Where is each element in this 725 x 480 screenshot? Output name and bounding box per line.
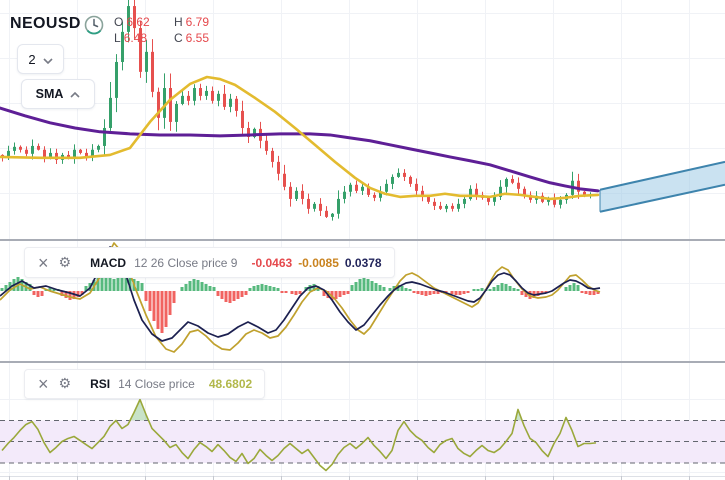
rsi-params: 14 Close price <box>118 377 195 391</box>
close-label: C <box>174 31 183 45</box>
clock-icon[interactable] <box>82 13 106 37</box>
gear-icon[interactable]: ⚙ <box>58 376 72 392</box>
interval-value: 2 <box>28 51 36 67</box>
low-readout: L 6.48 <box>114 30 150 46</box>
low-label: L <box>114 31 121 45</box>
close-value: 6.55 <box>185 31 210 45</box>
open-readout: O 6.62 <box>114 14 150 30</box>
open-value: 6.62 <box>126 15 150 29</box>
symbol-legend[interactable]: NEOUSD <box>10 15 81 33</box>
sma-selector[interactable]: SMA <box>21 79 95 109</box>
clock-icon-glyph <box>84 15 104 35</box>
close-icon[interactable]: × <box>38 374 49 394</box>
open-label: O <box>114 15 124 29</box>
low-value: 6.48 <box>123 31 148 45</box>
chevron-down-icon <box>43 52 53 67</box>
gear-icon[interactable]: ⚙ <box>58 254 72 271</box>
high-value: 6.79 <box>185 15 210 29</box>
rsi-header: × ⚙ RSI 14 Close price 48.6802 <box>24 369 266 399</box>
symbol-name: NEOUSD <box>10 15 81 32</box>
close-readout: C 6.55 <box>174 30 209 46</box>
macd-line-value: -0.0085 <box>298 255 339 270</box>
rsi-value: 48.6802 <box>208 377 253 391</box>
macd-params: 12 26 Close price 9 <box>134 255 238 270</box>
sma-label: SMA <box>35 87 64 101</box>
rsi-title: RSI <box>90 377 111 391</box>
interval-selector[interactable]: 2 <box>17 44 64 74</box>
macd-signal-value: 0.0378 <box>344 255 382 270</box>
close-icon[interactable]: × <box>38 252 49 273</box>
ohlc-col-open-low: O 6.62 L 6.48 <box>114 14 150 46</box>
macd-title: MACD <box>90 255 127 270</box>
chevron-up-icon <box>70 87 80 101</box>
ohlc-col-high-close: H 6.79 C 6.55 <box>174 14 209 46</box>
macd-header: × ⚙ MACD 12 26 Close price 9 -0.0463 -0.… <box>24 247 395 278</box>
high-readout: H 6.79 <box>174 14 209 30</box>
macd-hist-value: -0.0463 <box>251 255 293 270</box>
high-label: H <box>174 15 183 29</box>
